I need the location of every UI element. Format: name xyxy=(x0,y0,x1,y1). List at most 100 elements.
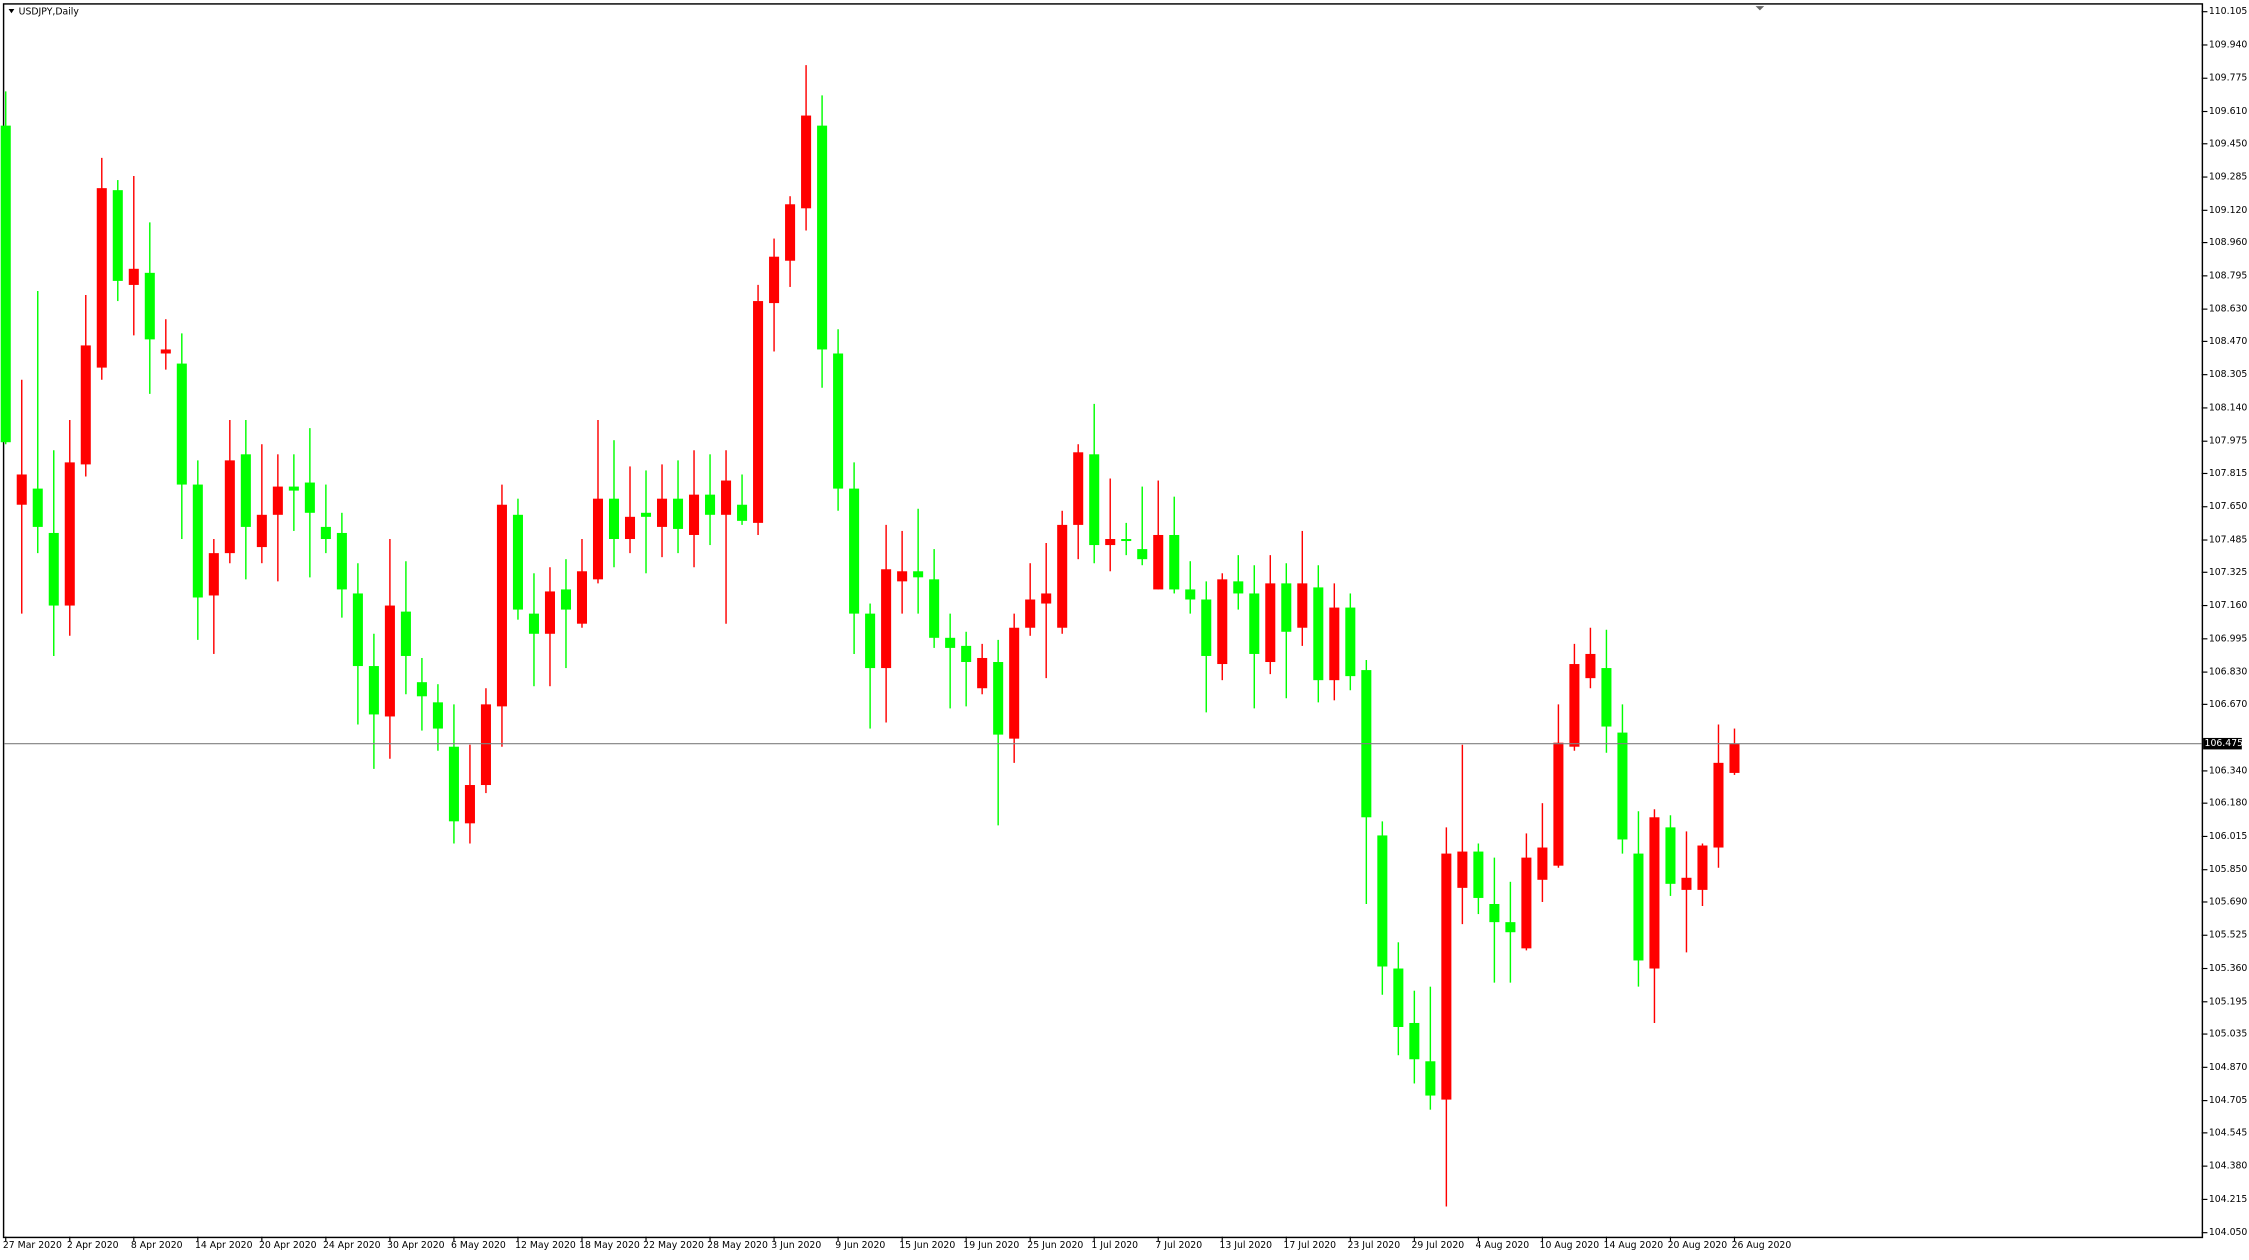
y-tick-label: 108.960 xyxy=(2209,237,2248,248)
y-tick-label: 106.015 xyxy=(2209,831,2248,842)
y-tick-label: 104.705 xyxy=(2209,1095,2248,1106)
candle-body xyxy=(705,494,716,515)
candle-body xyxy=(288,486,299,491)
candle-body xyxy=(1473,851,1484,898)
candle-body xyxy=(0,125,11,443)
candle-body xyxy=(544,591,555,634)
x-tick-label: 26 Aug 2020 xyxy=(1732,1240,1792,1251)
candle-body xyxy=(1169,534,1180,590)
candle-body xyxy=(624,516,636,540)
y-tick-label: 108.470 xyxy=(2209,336,2248,347)
candle-body xyxy=(1393,968,1404,1027)
candle-body xyxy=(977,657,988,689)
y-tick-label: 106.995 xyxy=(2209,633,2248,644)
candle-body xyxy=(1281,583,1292,632)
y-tick-label: 104.380 xyxy=(2209,1161,2248,1172)
x-tick-label: 18 May 2020 xyxy=(579,1240,640,1251)
candle-body xyxy=(1633,853,1644,961)
candle-body xyxy=(160,349,171,354)
candle-body xyxy=(80,345,91,465)
x-tick-label: 6 May 2020 xyxy=(451,1240,506,1251)
y-tick-label: 105.850 xyxy=(2209,864,2248,875)
candle-body xyxy=(753,301,764,523)
plot-frame xyxy=(2,3,2204,1239)
x-tick-label: 19 Jun 2020 xyxy=(963,1240,1019,1251)
candle-body xyxy=(945,637,956,648)
candle-body xyxy=(1329,607,1340,681)
x-tick-label: 30 Apr 2020 xyxy=(387,1240,445,1251)
x-tick-label: 8 Apr 2020 xyxy=(131,1240,183,1251)
candle-body xyxy=(929,579,940,638)
y-tick-label: 110.105 xyxy=(2209,6,2248,17)
y-tick-label: 105.360 xyxy=(2209,963,2248,974)
x-tick-label: 23 Jul 2020 xyxy=(1347,1240,1400,1251)
y-tick-label: 105.035 xyxy=(2209,1029,2248,1040)
candle-body xyxy=(817,125,828,350)
x-tick-label: 22 May 2020 xyxy=(643,1240,704,1251)
x-tick-label: 28 May 2020 xyxy=(707,1240,768,1251)
y-tick-label: 109.120 xyxy=(2209,205,2248,216)
y-tick-label: 107.650 xyxy=(2209,501,2248,512)
candle-body xyxy=(1409,1022,1420,1060)
candle-body xyxy=(400,611,411,656)
candle-body xyxy=(1457,851,1468,888)
y-tick-label: 104.870 xyxy=(2209,1062,2248,1073)
current-price-box xyxy=(2203,737,2242,750)
candle-body xyxy=(881,569,892,669)
candle-body xyxy=(1009,627,1020,739)
candle-body xyxy=(16,474,27,505)
y-tick-label: 105.690 xyxy=(2209,896,2248,907)
candle-body xyxy=(304,482,315,513)
candle-body xyxy=(1729,743,1740,773)
candle-body xyxy=(961,645,972,663)
candle-body xyxy=(336,532,347,590)
candle-body xyxy=(1697,845,1708,890)
candle-body xyxy=(1489,903,1500,923)
candle-body xyxy=(272,486,283,515)
shift-marker xyxy=(1755,6,1765,11)
candle-body xyxy=(640,512,652,517)
candle-body xyxy=(1153,534,1164,590)
candle-body xyxy=(1233,581,1244,594)
candle-body xyxy=(432,702,443,729)
x-tick-label: 10 Aug 2020 xyxy=(1540,1240,1600,1251)
candle-body xyxy=(320,526,331,540)
candle-body xyxy=(1185,589,1196,600)
candle-body xyxy=(240,454,251,527)
x-tick-label: 12 May 2020 xyxy=(515,1240,576,1251)
candle-body xyxy=(48,532,59,606)
candle-body xyxy=(865,613,876,669)
candle-body xyxy=(32,488,43,527)
candle-body xyxy=(689,494,700,535)
candle-body xyxy=(849,488,860,614)
candle-body xyxy=(1441,853,1452,1100)
candle-body xyxy=(1297,583,1308,628)
x-tick-label: 13 Jul 2020 xyxy=(1219,1240,1272,1251)
candle-body xyxy=(1425,1061,1436,1096)
candle-body xyxy=(657,498,668,527)
candle-body xyxy=(1345,607,1356,677)
candle-body xyxy=(1713,762,1724,848)
candle-body xyxy=(112,190,123,281)
candle-body xyxy=(721,480,732,515)
y-tick-label: 108.305 xyxy=(2209,369,2248,380)
candle-body xyxy=(512,514,523,610)
candle-body xyxy=(1537,847,1548,880)
candle-body xyxy=(1313,587,1324,681)
y-tick-label: 105.195 xyxy=(2209,996,2248,1007)
candle-body xyxy=(96,188,107,368)
y-tick-label: 108.140 xyxy=(2209,402,2248,413)
candle-body xyxy=(1121,539,1132,542)
y-tick-label: 109.450 xyxy=(2209,138,2248,149)
candle-body xyxy=(576,571,588,624)
y-tick-label: 107.160 xyxy=(2209,600,2248,611)
candle-body xyxy=(1201,599,1212,656)
candle-body xyxy=(384,605,395,717)
candle-body xyxy=(1553,742,1564,866)
title-arrow xyxy=(8,8,15,14)
candle-body xyxy=(737,504,748,521)
candle-body xyxy=(1137,549,1148,560)
candle-body xyxy=(368,666,379,715)
x-tick-label: 3 Jun 2020 xyxy=(771,1240,821,1251)
